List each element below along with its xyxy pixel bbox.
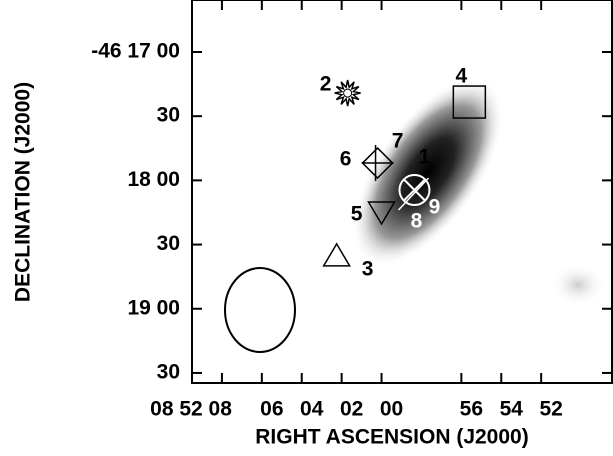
x-tick-label: 08 52 08	[150, 398, 232, 421]
marker	[403, 179, 426, 201]
x-axis-title: RIGHT ASCENSION (J2000)	[255, 426, 528, 449]
source-label: 6	[340, 148, 352, 171]
marker	[334, 79, 361, 107]
marker	[322, 242, 351, 267]
marker	[343, 88, 353, 98]
y-tick-label: 19 00	[127, 296, 180, 319]
source-marker	[398, 174, 431, 207]
beam	[224, 267, 296, 353]
source-marker	[361, 145, 394, 182]
source-label: 9	[429, 196, 441, 219]
x-tick-label: 56	[460, 398, 483, 421]
x-tick-label: 04	[300, 398, 324, 421]
source-marker	[452, 85, 487, 119]
x-tick-label: 06	[260, 398, 283, 421]
source-marker	[361, 146, 394, 180]
y-tick-label: 30	[157, 360, 180, 383]
y-axis-title: DECLINATION (J2000)	[12, 82, 35, 302]
faint-emission	[550, 263, 606, 307]
marker	[452, 85, 487, 119]
y-tick-label: 30	[157, 232, 180, 255]
y-tick-label: 30	[157, 104, 180, 127]
source-label: 8	[411, 210, 423, 233]
source-label: 2	[320, 73, 332, 96]
x-tick-label: 00	[380, 398, 403, 421]
marker	[397, 177, 430, 211]
image	[224, 77, 606, 353]
x-tick-label: 52	[539, 398, 562, 421]
source-marker	[322, 242, 351, 267]
marker	[361, 146, 394, 180]
y-tick-label: -46 17 00	[91, 40, 180, 63]
source-label: 5	[351, 203, 363, 226]
source-label: 7	[392, 130, 404, 153]
frame	[191, 0, 613, 384]
emission	[351, 77, 505, 267]
source-marker	[334, 79, 361, 107]
marker	[398, 174, 431, 207]
source-label: 1	[419, 146, 431, 169]
source-marker	[367, 201, 396, 226]
y-tick-label: 18 00	[127, 168, 180, 191]
source-label: 4	[455, 65, 467, 88]
marker	[367, 201, 396, 226]
x-tick-label: 54	[500, 398, 524, 421]
x-tick-label: 02	[340, 398, 363, 421]
source-label: 3	[362, 257, 374, 280]
marker	[361, 145, 394, 182]
source-marker	[403, 179, 426, 201]
source-marker	[397, 177, 430, 211]
